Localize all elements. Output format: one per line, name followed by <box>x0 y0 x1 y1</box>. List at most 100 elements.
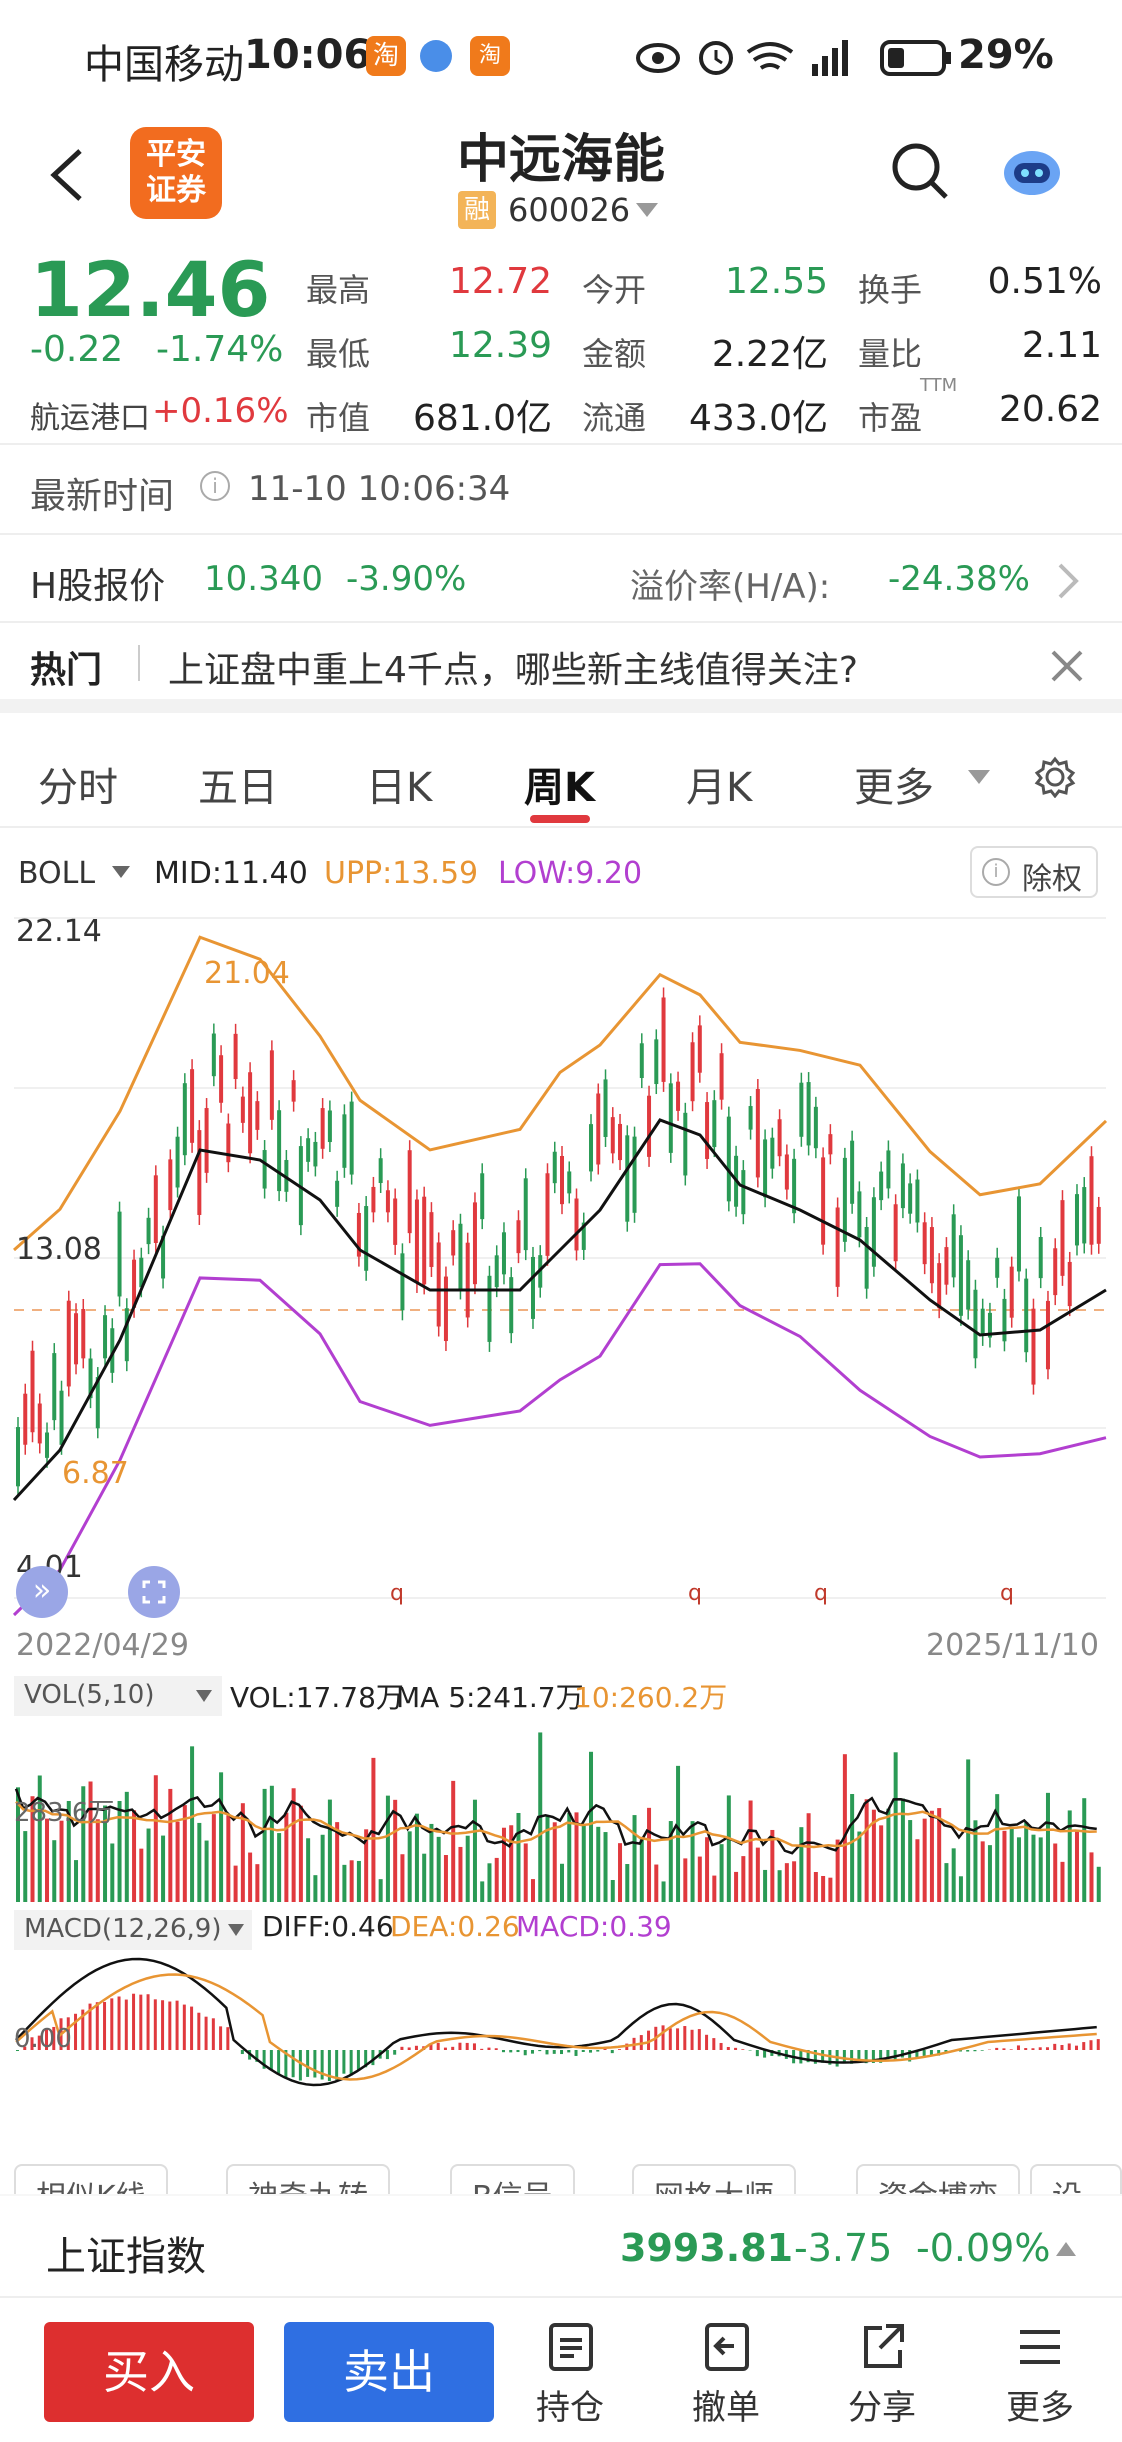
hshare-row[interactable]: H股报价 10.340 -3.90% 溢价率(H/A): -24.38% <box>0 535 1122 623</box>
macd-diff: DIFF:0.46 <box>262 1910 394 1943</box>
expand-up-icon[interactable] <box>1054 2240 1078 2258</box>
high-marker: 21.04 <box>204 956 290 991</box>
boll-low: LOW:9.20 <box>498 856 643 891</box>
cancel-order-icon <box>705 2323 749 2371</box>
search-icon[interactable] <box>890 141 950 201</box>
taobao-flash-icon: 淘 <box>470 36 510 76</box>
chevron-right-icon[interactable] <box>1056 561 1080 601</box>
expand-left-icon[interactable]: » <box>16 1566 68 1618</box>
field-value: 0.51% <box>987 261 1102 302</box>
volume-chart[interactable] <box>0 1716 1122 1902</box>
battery-level: 29% <box>958 32 1054 78</box>
hot-news-row[interactable]: 热门 上证盘中重上4千点，哪些新主线值得关注? <box>0 623 1122 713</box>
macd-dea: DEA:0.26 <box>390 1910 520 1943</box>
fuquan-label: 除权 <box>1022 862 1082 897</box>
tab-1[interactable]: 五日 <box>198 765 278 811</box>
macd-axis-label: 0.00 <box>14 2024 72 2054</box>
fuquan-button[interactable]: i 除权 <box>970 846 1098 898</box>
tab-2[interactable]: 日K <box>366 765 433 811</box>
clock: 10:06 <box>244 32 372 78</box>
more-dropdown-icon[interactable] <box>966 768 992 786</box>
field-value: 12.55 <box>724 261 828 302</box>
broker-logo[interactable]: 平安 证券 <box>130 127 222 219</box>
close-icon[interactable] <box>1050 649 1084 683</box>
more-button[interactable]: 更多 <box>990 2322 1090 2432</box>
macd-dropdown-icon <box>228 1924 244 1936</box>
holdings-button[interactable]: 持仓 <box>520 2322 620 2432</box>
field-value: 681.0亿 <box>412 398 552 439</box>
quote-panel: 12.46 -0.22 -1.74% 航运港口 +0.16% 最高 12.72 今开… <box>0 245 1122 445</box>
svg-text:q: q <box>390 1581 404 1606</box>
field-label: 今开 <box>582 271 647 309</box>
cancel-order-label: 撤单 <box>692 2388 760 2428</box>
field-label: 最低 <box>306 335 371 373</box>
boll-upp: UPP:13.59 <box>324 856 479 891</box>
hot-news-text[interactable]: 上证盘中重上4千点，哪些新主线值得关注? <box>168 650 859 691</box>
info-icon[interactable]: i <box>200 471 230 501</box>
divider <box>138 645 140 681</box>
vol-dropdown-icon <box>196 1690 212 1702</box>
sell-button[interactable]: 卖出 <box>284 2322 494 2422</box>
field-label: 流通 <box>582 399 647 437</box>
cancel-order-button[interactable]: 撤单 <box>676 2322 776 2432</box>
index-name: 上证指数 <box>46 2234 206 2280</box>
buy-button[interactable]: 买入 <box>44 2322 254 2422</box>
taobao-icon: 淘 <box>366 36 406 76</box>
status-bar: 中国移动 10:06 淘 淘 29% <box>0 0 1122 115</box>
macd-selector[interactable]: MACD(12,26,9) <box>14 1910 252 1950</box>
boll-dropdown-icon[interactable] <box>110 864 132 880</box>
latest-time-value: 11-10 10:06:34 <box>248 469 511 509</box>
boll-selector[interactable]: BOLL <box>18 856 96 891</box>
vol-value: VOL:17.78万 <box>230 1681 404 1714</box>
vol-selector[interactable]: VOL(5,10) <box>14 1676 222 1716</box>
hshare-pct: -3.90% <box>346 559 467 599</box>
divider <box>0 826 1122 828</box>
index-pct: -0.09% <box>916 2226 1051 2270</box>
macd-macd: MACD:0.39 <box>516 1910 672 1943</box>
share-label: 分享 <box>848 2388 916 2428</box>
back-arrow-icon[interactable] <box>44 145 90 205</box>
field-value: 12.39 <box>448 325 552 366</box>
robot-assistant-icon[interactable] <box>1000 143 1064 199</box>
vol-axis-label: 283.6万 <box>14 1798 115 1828</box>
svg-text:q: q <box>814 1581 828 1606</box>
settings-gear-icon[interactable] <box>1034 756 1076 798</box>
latest-time-row: 最新时间 i 11-10 10:06:34 <box>0 445 1122 535</box>
margin-badge: 融 <box>458 191 496 229</box>
info-icon: i <box>982 858 1010 886</box>
bottom-bar: 买入 卖出 持仓 撤单 分享 更多 <box>0 2296 1122 2442</box>
index-value: 3993.81 <box>620 2226 794 2270</box>
field-value: 433.0亿 <box>688 398 828 439</box>
field-label: 换手 <box>858 271 923 309</box>
battery-icon <box>880 40 951 76</box>
active-tab-indicator <box>530 815 590 823</box>
index-bar[interactable]: 上证指数 3993.81 -3.75 -0.09% <box>0 2196 1122 2296</box>
index-change: -3.75 <box>794 2226 893 2270</box>
tab-0[interactable]: 分时 <box>38 765 118 811</box>
vol-ma10: 10:260.2万 <box>574 1681 728 1714</box>
sector-name[interactable]: 航运港口 <box>30 401 150 436</box>
status-icons <box>636 40 848 76</box>
code-dropdown-icon[interactable] <box>634 201 660 219</box>
app-icon <box>420 40 452 72</box>
price-change: -0.22 <box>30 329 124 370</box>
premium-value: -24.38% <box>888 559 1030 599</box>
sector-pct[interactable]: +0.16% <box>152 391 289 431</box>
tab-4[interactable]: 月K <box>686 765 753 811</box>
tab-5[interactable]: 更多 <box>854 765 934 811</box>
y-axis-mid-label: 13.08 <box>16 1232 102 1267</box>
fullscreen-icon[interactable] <box>128 1566 180 1618</box>
field-label: 金额 <box>582 335 647 373</box>
share-icon <box>864 2324 904 2368</box>
macd-chart[interactable] <box>0 1950 1122 2150</box>
field-label: 市盈 <box>858 399 923 437</box>
tab-3[interactable]: 周K <box>524 765 595 811</box>
svg-text:q: q <box>688 1581 702 1606</box>
x-axis-start: 2022/04/29 <box>16 1628 189 1663</box>
field-label: 最高 <box>306 271 371 309</box>
stock-header: 平安 证券 中远海能 融 600026 <box>0 115 1122 245</box>
share-button[interactable]: 分享 <box>832 2322 932 2432</box>
stock-code[interactable]: 600026 <box>508 191 631 229</box>
hot-label: 热门 <box>30 650 103 691</box>
